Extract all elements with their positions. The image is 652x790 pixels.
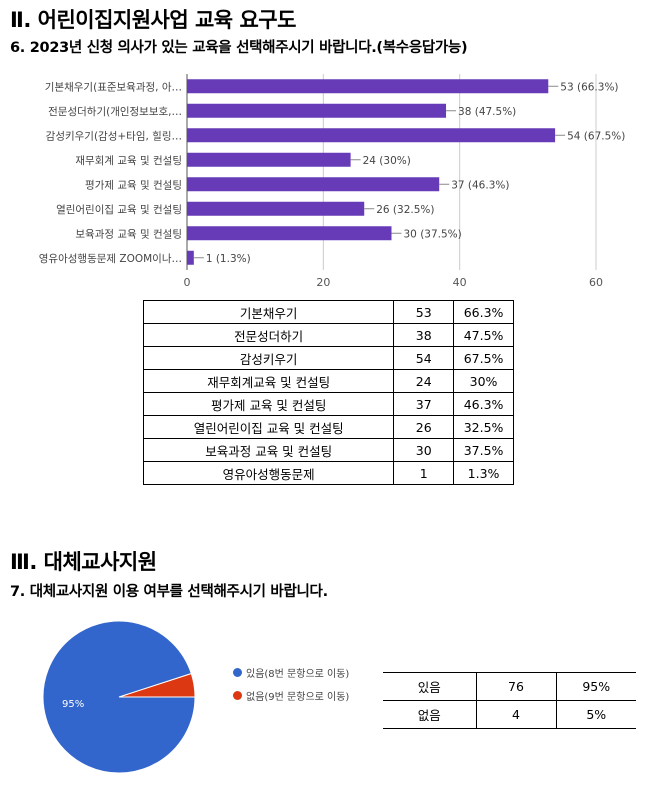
table-row: 있음 76 95%: [383, 672, 636, 701]
table-row: 평가제 교육 및 컨설팅 37 46.3%: [142, 392, 514, 416]
legend-item-no: 없음(9번 문항으로 이동): [233, 688, 349, 703]
count-cell: 37: [393, 392, 455, 416]
category-label: 보육과정 교육 및 컨설팅: [75, 228, 182, 240]
count-cell: 4: [475, 700, 556, 729]
percent-cell: 32.5%: [453, 415, 514, 439]
percent-cell: 67.5%: [453, 346, 514, 370]
item-cell: 평가제 교육 및 컨설팅: [142, 392, 395, 416]
category-label: 영유아성행동문제 ZOOM이나…: [39, 253, 182, 265]
category-label: 기본채우기(표준보육과정, 아…: [45, 81, 182, 93]
bar: [187, 250, 194, 265]
percent-cell: 30%: [453, 369, 514, 393]
legend-swatch-no: [233, 691, 242, 700]
table-row: 열린어린이집 교육 및 컨설팅 26 32.5%: [142, 415, 514, 439]
bar: [187, 226, 392, 241]
category-label: 열린어린이집 교육 및 컨설팅: [56, 204, 182, 216]
section2-title: Ⅱ. 어린이집지원사업 교육 요구도: [10, 8, 296, 32]
x-tick-label: 20: [316, 276, 330, 289]
item-cell: 없음: [383, 700, 476, 729]
x-tick-label: 40: [453, 276, 467, 289]
item-cell: 열린어린이집 교육 및 컨설팅: [142, 415, 395, 439]
table-row: 재무회계교육 및 컨설팅 24 30%: [142, 369, 514, 393]
count-cell: 54: [393, 346, 455, 370]
item-cell: 영유아성행동문제: [142, 461, 395, 485]
count-cell: 24: [393, 369, 455, 393]
data-label: 53 (66.3%): [560, 81, 618, 93]
percent-cell: 37.5%: [453, 438, 514, 462]
percent-cell: 5%: [555, 700, 636, 729]
percent-cell: 1.3%: [453, 461, 514, 485]
item-cell: 기본채우기: [142, 300, 395, 324]
data-label: 38 (47.5%): [458, 106, 516, 118]
data-label: 24 (30%): [363, 155, 411, 167]
percent-cell: 95%: [555, 672, 636, 701]
percent-cell: 47.5%: [453, 323, 514, 347]
bar: [187, 177, 440, 192]
bar: [187, 103, 447, 118]
item-cell: 보육과정 교육 및 컨설팅: [142, 438, 395, 462]
data-label: 30 (37.5%): [404, 228, 462, 240]
count-cell: 30: [393, 438, 455, 462]
bar: [187, 152, 351, 167]
percent-cell: 46.3%: [453, 392, 514, 416]
table-row: 없음 4 5%: [383, 700, 636, 729]
data-label: 26 (32.5%): [376, 204, 434, 216]
category-label: 재무회계 교육 및 컨설팅: [75, 155, 182, 167]
legend-label-no: 없음(9번 문항으로 이동): [246, 692, 350, 703]
category-label: 평가제 교육 및 컨설팅: [85, 179, 182, 191]
bar: [187, 201, 365, 216]
pie-slice-yes: [42, 620, 196, 774]
question6-title: 6. 2023년 신청 의사가 있는 교육을 선택해주시기 바랍니다.(복수응답…: [10, 40, 468, 56]
table-row: 영유아성행동문제 1 1.3%: [142, 461, 514, 485]
count-cell: 1: [393, 461, 455, 485]
count-cell: 26: [393, 415, 455, 439]
item-cell: 감성키우기: [142, 346, 395, 370]
table-row: 기본채우기 53 66.3%: [142, 300, 514, 324]
bar: [187, 79, 549, 94]
q7-result-table: 있음 76 95% 없음 4 5%: [383, 672, 636, 729]
legend-swatch-yes: [233, 668, 242, 677]
count-cell: 38: [393, 323, 455, 347]
data-label: 54 (67.5%): [567, 130, 625, 142]
table-row: 전문성더하기 38 47.5%: [142, 323, 514, 347]
count-cell: 76: [475, 672, 556, 701]
percent-cell: 66.3%: [453, 300, 514, 324]
item-cell: 재무회계교육 및 컨설팅: [142, 369, 395, 393]
bar: [187, 128, 556, 143]
pie-slice-label: 95%: [62, 699, 84, 710]
legend-item-yes: 있음(8번 문항으로 이동): [233, 665, 349, 680]
legend-label-yes: 있음(8번 문항으로 이동): [246, 669, 350, 680]
x-tick-label: 0: [184, 276, 191, 289]
item-cell: 전문성더하기: [142, 323, 395, 347]
q7-pie-chart: 95%: [42, 620, 196, 774]
table-row: 보육과정 교육 및 컨설팅 30 37.5%: [142, 438, 514, 462]
data-label: 1 (1.3%): [206, 253, 251, 265]
table-row: 감성키우기 54 67.5%: [142, 346, 514, 370]
data-label: 37 (46.3%): [451, 179, 509, 191]
x-tick-label: 60: [589, 276, 603, 289]
question7-title: 7. 대체교사지원 이용 여부를 선택해주시기 바랍니다.: [10, 584, 328, 600]
category-label: 감성키우기(감성+타임, 힐링…: [46, 129, 182, 142]
count-cell: 53: [393, 300, 455, 324]
category-label: 전문성더하기(개인정보보호,…: [48, 105, 182, 118]
section3-title: Ⅲ. 대체교사지원: [10, 550, 157, 574]
q6-result-table: 기본채우기 53 66.3% 전문성더하기 38 47.5% 감성키우기 54 67.5% 재무회…: [142, 300, 514, 485]
q6-bar-chart: 0 20 40 60 기본채우기(표준보육과정, 아… 53 (66.3%) 전문성더하기(…: [39, 74, 625, 289]
item-cell: 있음: [383, 672, 476, 701]
